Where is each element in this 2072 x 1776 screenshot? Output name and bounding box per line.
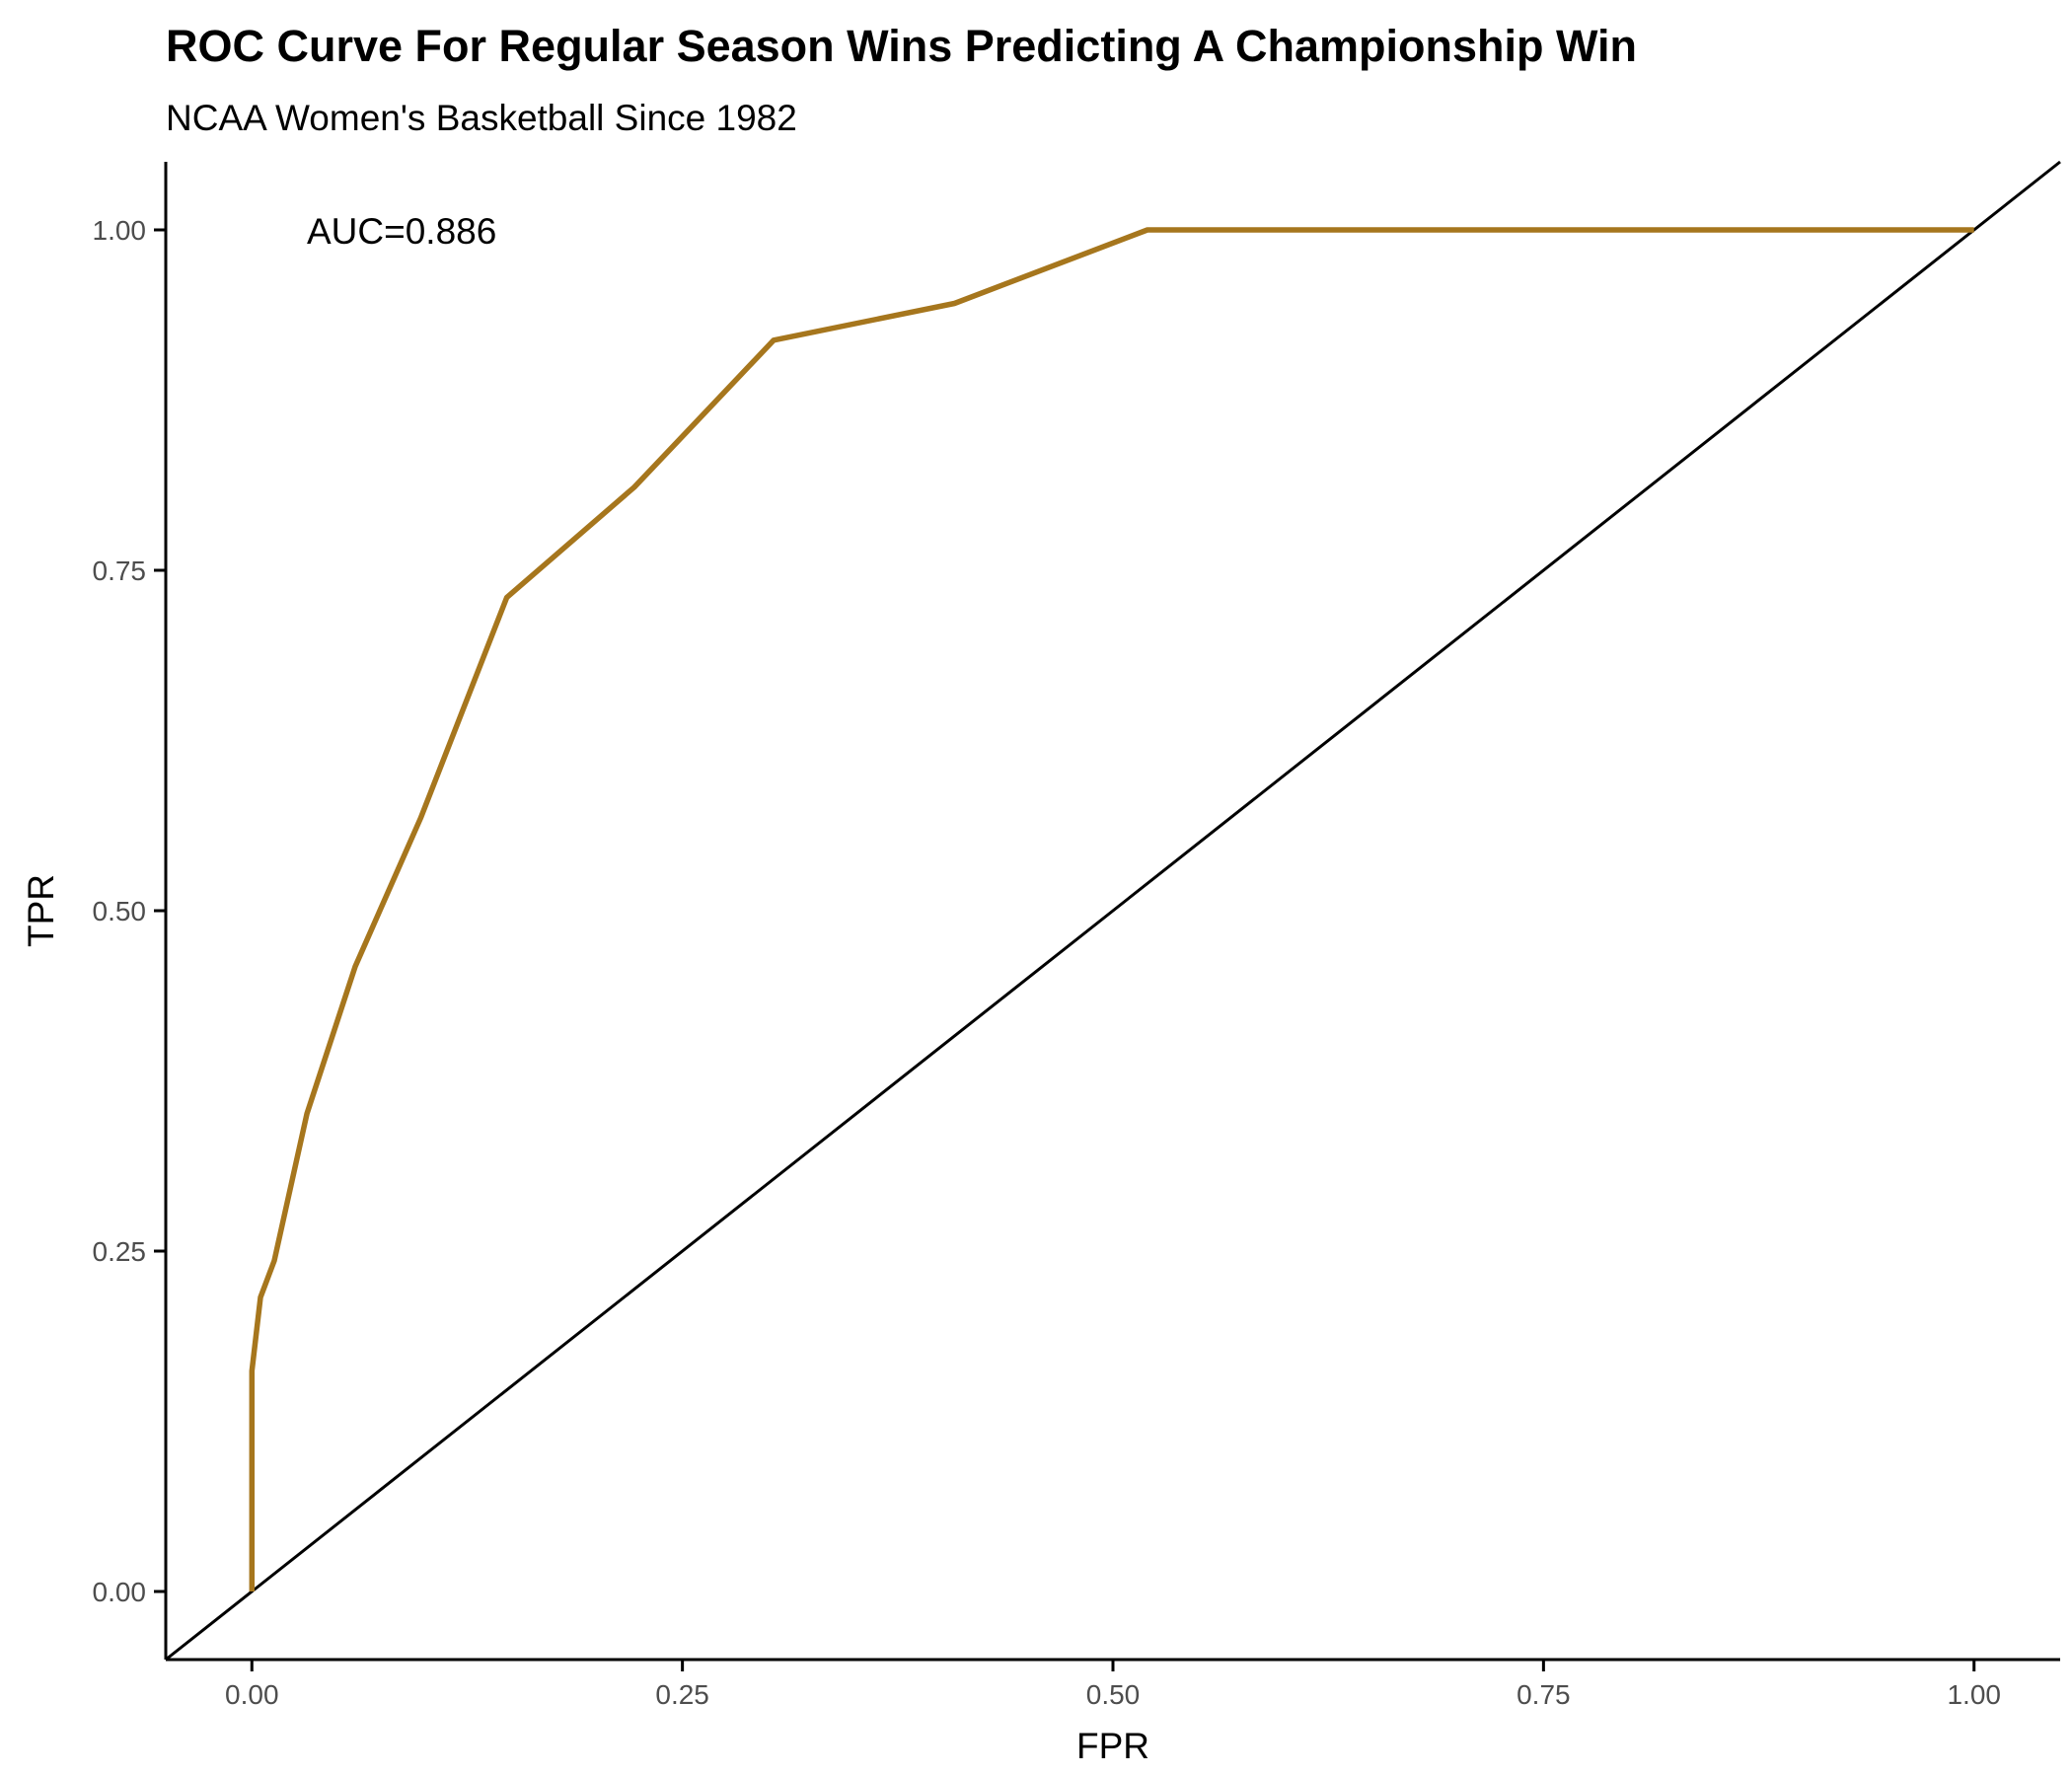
- y-axis-ticks: 0.00 0.25 0.50 0.75 1.00: [93, 215, 166, 1607]
- x-tick-label: 0.50: [1086, 1679, 1141, 1710]
- diagonal-reference-line: [165, 160, 2061, 1662]
- y-tick-label: 0.50: [93, 896, 147, 926]
- chart-subtitle: NCAA Women's Basketball Since 1982: [166, 98, 797, 138]
- roc-curve-line: [249, 227, 1974, 1591]
- x-tick-label: 0.00: [225, 1679, 279, 1710]
- auc-annotation: AUC=0.886: [307, 211, 496, 252]
- plot-area: [165, 160, 2061, 1662]
- y-tick-label: 0.75: [93, 555, 147, 586]
- x-axis-ticks: 0.00 0.25 0.50 0.75 1.00: [225, 1660, 2001, 1710]
- y-tick-label: 0.25: [93, 1236, 147, 1267]
- x-tick-label: 1.00: [1947, 1679, 2001, 1710]
- y-tick-label: 1.00: [93, 215, 147, 246]
- y-tick-label: 0.00: [93, 1577, 147, 1607]
- chart-title: ROC Curve For Regular Season Wins Predic…: [166, 21, 1637, 71]
- x-tick-label: 0.25: [655, 1679, 709, 1710]
- x-tick-label: 0.75: [1517, 1679, 1571, 1710]
- x-axis-title: FPR: [1076, 1726, 1149, 1766]
- y-axis-title: TPR: [21, 874, 61, 947]
